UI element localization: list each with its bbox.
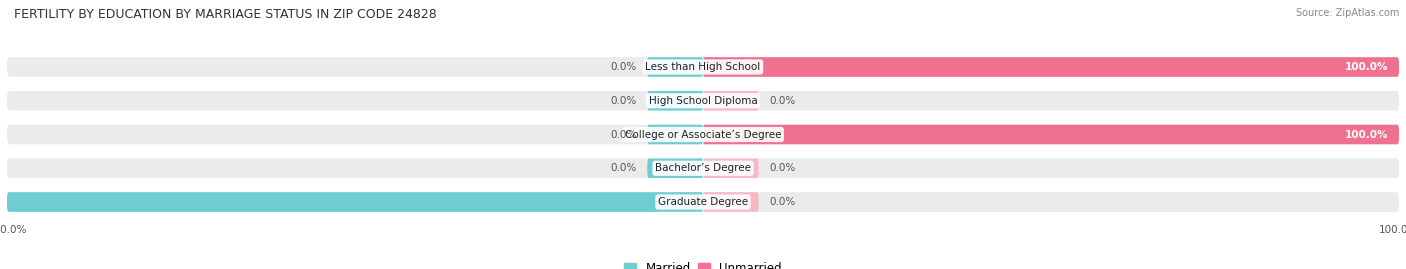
Text: 0.0%: 0.0% xyxy=(610,163,637,173)
FancyBboxPatch shape xyxy=(703,91,759,111)
FancyBboxPatch shape xyxy=(703,192,759,212)
FancyBboxPatch shape xyxy=(7,91,1399,111)
FancyBboxPatch shape xyxy=(703,125,1399,144)
FancyBboxPatch shape xyxy=(7,158,1399,178)
FancyBboxPatch shape xyxy=(647,57,703,77)
Text: High School Diploma: High School Diploma xyxy=(648,96,758,106)
Text: FERTILITY BY EDUCATION BY MARRIAGE STATUS IN ZIP CODE 24828: FERTILITY BY EDUCATION BY MARRIAGE STATU… xyxy=(14,8,437,21)
FancyBboxPatch shape xyxy=(7,125,1399,144)
FancyBboxPatch shape xyxy=(703,57,1399,77)
FancyBboxPatch shape xyxy=(647,158,703,178)
Text: Source: ZipAtlas.com: Source: ZipAtlas.com xyxy=(1295,8,1399,18)
Text: 100.0%: 100.0% xyxy=(1346,62,1389,72)
Text: 100.0%: 100.0% xyxy=(1346,129,1389,140)
FancyBboxPatch shape xyxy=(7,192,1399,212)
FancyBboxPatch shape xyxy=(703,158,759,178)
Text: College or Associate’s Degree: College or Associate’s Degree xyxy=(624,129,782,140)
FancyBboxPatch shape xyxy=(7,57,1399,77)
FancyBboxPatch shape xyxy=(647,91,703,111)
Text: 0.0%: 0.0% xyxy=(769,197,796,207)
Text: 0.0%: 0.0% xyxy=(769,96,796,106)
Text: Bachelor’s Degree: Bachelor’s Degree xyxy=(655,163,751,173)
Text: 0.0%: 0.0% xyxy=(610,96,637,106)
Text: Graduate Degree: Graduate Degree xyxy=(658,197,748,207)
Text: 0.0%: 0.0% xyxy=(610,129,637,140)
Text: 0.0%: 0.0% xyxy=(610,62,637,72)
Text: Less than High School: Less than High School xyxy=(645,62,761,72)
FancyBboxPatch shape xyxy=(7,192,703,212)
Legend: Married, Unmarried: Married, Unmarried xyxy=(620,258,786,269)
FancyBboxPatch shape xyxy=(647,125,703,144)
Text: 0.0%: 0.0% xyxy=(769,163,796,173)
